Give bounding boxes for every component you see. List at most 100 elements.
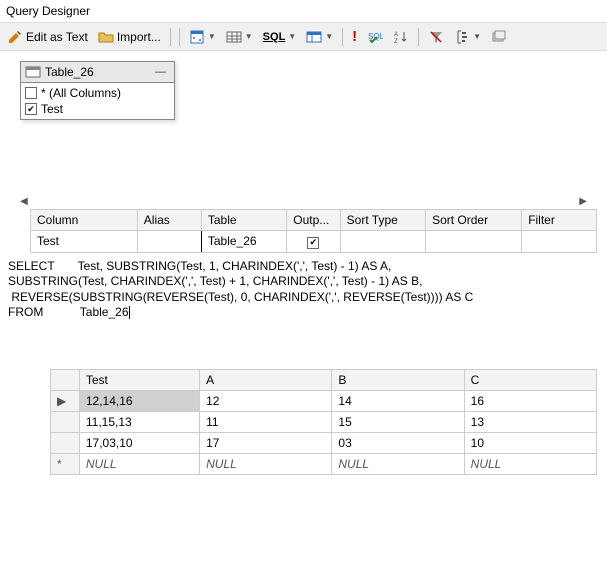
group-by-button[interactable]: ▼ xyxy=(451,27,484,47)
chevron-down-icon: ▼ xyxy=(473,32,481,41)
results-cell[interactable]: 17 xyxy=(200,432,332,453)
text-cursor xyxy=(129,306,130,319)
results-cell[interactable]: 13 xyxy=(464,411,596,432)
criteria-header[interactable]: Alias xyxy=(137,210,201,231)
sql-pane-icon: SQL xyxy=(263,31,286,43)
column-checkbox[interactable]: ✔ xyxy=(25,103,37,115)
results-pane-icon xyxy=(306,29,322,45)
criteria-header-row: Column Alias Table Outp... Sort Type Sor… xyxy=(31,210,597,231)
show-diagram-button[interactable]: ▼ xyxy=(186,27,219,47)
criteria-header[interactable]: Sort Order xyxy=(426,210,522,231)
results-header[interactable]: B xyxy=(332,369,464,390)
results-cell[interactable]: 10 xyxy=(464,432,596,453)
edit-as-text-button[interactable]: Edit as Text xyxy=(4,27,91,47)
sort-asc-button[interactable]: AZ xyxy=(390,27,412,47)
criteria-cell-sortorder[interactable] xyxy=(426,231,522,253)
results-cell[interactable]: 15 xyxy=(332,411,464,432)
show-results-button[interactable]: ▼ xyxy=(303,27,336,47)
results-cell[interactable]: 12 xyxy=(200,390,332,411)
minimize-icon[interactable]: — xyxy=(151,66,170,78)
hscroll[interactable]: ◀ ▶ xyxy=(20,193,587,209)
criteria-grid[interactable]: Column Alias Table Outp... Sort Type Sor… xyxy=(30,209,597,253)
folder-open-icon xyxy=(98,29,114,45)
results-header[interactable]: C xyxy=(464,369,596,390)
grid-pane-icon xyxy=(226,29,242,45)
column-label: * (All Columns) xyxy=(41,86,121,100)
row-marker: ▶ xyxy=(51,390,80,411)
results-row[interactable]: 17,03,10 17 03 10 xyxy=(51,432,597,453)
table-column-row[interactable]: ✔ Test xyxy=(21,101,174,117)
sql-line: SELECT Test, SUBSTRING(Test, 1, CHARINDE… xyxy=(8,259,391,273)
criteria-header[interactable]: Column xyxy=(31,210,138,231)
import-button[interactable]: Import... xyxy=(95,27,164,47)
criteria-header[interactable]: Table xyxy=(201,210,286,231)
results-cell[interactable]: 17,03,10 xyxy=(79,432,199,453)
svg-text:A: A xyxy=(394,32,398,38)
criteria-row[interactable]: Test Table_26 ✔ xyxy=(31,231,597,253)
criteria-header[interactable]: Filter xyxy=(522,210,597,231)
filter-off-icon xyxy=(428,29,444,45)
results-cell[interactable]: 12,14,16 xyxy=(79,390,199,411)
results-cell[interactable]: NULL xyxy=(332,453,464,474)
results-cell[interactable]: NULL xyxy=(79,453,199,474)
results-header-row: Test A B C xyxy=(51,369,597,390)
criteria-cell-filter[interactable] xyxy=(522,231,597,253)
separator xyxy=(342,28,343,46)
criteria-cell-alias[interactable] xyxy=(137,231,201,253)
results-row-new[interactable]: * NULL NULL NULL NULL xyxy=(51,453,597,474)
table-box-header[interactable]: Table_26 — xyxy=(21,62,174,83)
sql-pane[interactable]: SELECT Test, SUBSTRING(Test, 1, CHARINDE… xyxy=(0,253,607,363)
criteria-cell-output[interactable]: ✔ xyxy=(287,231,340,253)
column-checkbox[interactable] xyxy=(25,87,37,99)
results-row[interactable]: ▶ 12,14,16 12 14 16 xyxy=(51,390,597,411)
run-button[interactable]: ! xyxy=(349,26,360,47)
separator xyxy=(179,28,180,46)
separator xyxy=(418,28,419,46)
show-criteria-button[interactable]: ▼ xyxy=(223,27,256,47)
add-table-icon xyxy=(491,29,507,45)
results-cell[interactable]: 11,15,13 xyxy=(79,411,199,432)
results-cell[interactable]: NULL xyxy=(464,453,596,474)
row-marker xyxy=(51,411,80,432)
add-table-button[interactable] xyxy=(488,27,510,47)
remove-filter-button[interactable] xyxy=(425,27,447,47)
edit-icon xyxy=(7,29,23,45)
output-checkbox[interactable]: ✔ xyxy=(307,237,319,249)
column-label: Test xyxy=(41,102,63,116)
scroll-left-icon[interactable]: ◀ xyxy=(20,196,28,207)
criteria-cell-table[interactable]: Table_26 xyxy=(201,231,286,253)
sort-asc-icon: AZ xyxy=(393,29,409,45)
results-cell[interactable]: 11 xyxy=(200,411,332,432)
table-box-title: Table_26 xyxy=(45,65,94,79)
criteria-header[interactable]: Sort Type xyxy=(340,210,425,231)
scroll-right-icon[interactable]: ▶ xyxy=(579,196,587,207)
results-cell[interactable]: 14 xyxy=(332,390,464,411)
verify-sql-button[interactable]: SQL xyxy=(364,27,386,47)
sql-line: REVERSE(SUBSTRING(REVERSE(Test), 0, CHAR… xyxy=(8,290,473,304)
criteria-header[interactable]: Outp... xyxy=(287,210,340,231)
show-sql-button[interactable]: SQL ▼ xyxy=(260,29,300,45)
results-grid[interactable]: Test A B C ▶ 12,14,16 12 14 16 11,15,13 … xyxy=(50,369,597,475)
criteria-cell-column[interactable]: Test xyxy=(31,231,138,253)
criteria-cell-sorttype[interactable] xyxy=(340,231,425,253)
table-diagram-box[interactable]: Table_26 — * (All Columns) ✔ Test xyxy=(20,61,175,120)
results-cell[interactable]: 16 xyxy=(464,390,596,411)
results-header[interactable]: A xyxy=(200,369,332,390)
results-row[interactable]: 11,15,13 11 15 13 xyxy=(51,411,597,432)
chevron-down-icon: ▼ xyxy=(208,32,216,41)
sql-check-icon: SQL xyxy=(367,29,383,45)
row-header-blank xyxy=(51,369,80,390)
results-pane[interactable]: Test A B C ▶ 12,14,16 12 14 16 11,15,13 … xyxy=(0,369,607,475)
chevron-down-icon: ▼ xyxy=(325,32,333,41)
diagram-pane[interactable]: Table_26 — * (All Columns) ✔ Test xyxy=(0,51,607,189)
results-header[interactable]: Test xyxy=(79,369,199,390)
sql-line: SUBSTRING(Test, CHARINDEX(',', Test) + 1… xyxy=(8,274,422,288)
results-cell[interactable]: 03 xyxy=(332,432,464,453)
row-marker: * xyxy=(51,453,80,474)
chevron-down-icon: ▼ xyxy=(288,32,296,41)
sql-line: FROM Table_26 xyxy=(8,305,129,319)
toolbar: Edit as Text Import... ▼ ▼ SQL ▼ ▼ ! SQL… xyxy=(0,22,607,51)
criteria-pane[interactable]: Column Alias Table Outp... Sort Type Sor… xyxy=(0,209,607,253)
results-cell[interactable]: NULL xyxy=(200,453,332,474)
table-column-row[interactable]: * (All Columns) xyxy=(21,85,174,101)
